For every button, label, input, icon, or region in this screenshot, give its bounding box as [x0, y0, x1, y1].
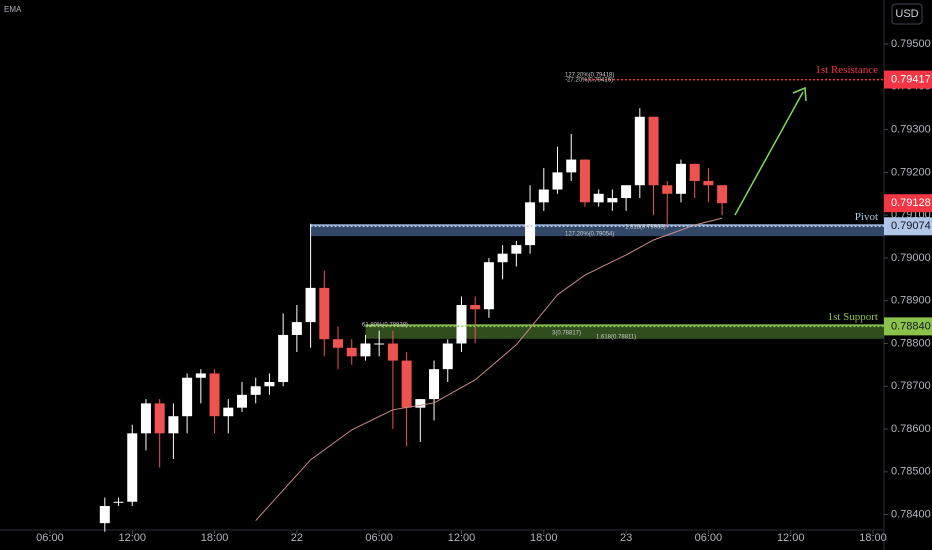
candle-body [456, 304, 467, 344]
level-price-box [884, 217, 932, 236]
y-tick-label: 0.78900 [891, 295, 931, 307]
candle-body [278, 334, 289, 382]
y-tick-label: 0.79500 [891, 38, 931, 50]
level-name: 1st Support [828, 311, 878, 323]
candle-body [127, 433, 138, 502]
ema-line [255, 217, 723, 521]
candle-body [634, 116, 645, 186]
last-price: 0.79128 [891, 197, 931, 209]
x-tick-label: 06:00 [36, 532, 64, 544]
candle-body [387, 343, 398, 361]
x-tick-label: 18:00 [530, 532, 558, 544]
fib-annotation: 127.20%(0.79054) [565, 232, 614, 238]
x-tick-label: 22 [291, 532, 303, 544]
level-price-box [884, 317, 932, 336]
zone [310, 225, 884, 237]
candle-body [333, 339, 344, 348]
y-tick-label: 0.78500 [891, 466, 931, 478]
last-price-box [884, 194, 932, 213]
candle-body [429, 369, 440, 400]
candle-body [182, 377, 193, 417]
candle-body [319, 287, 330, 340]
candle-body [168, 416, 179, 434]
candle-body [607, 198, 618, 203]
candle-body [689, 163, 700, 181]
candle-body [579, 159, 590, 203]
candle-body [99, 506, 110, 524]
candle-body [566, 159, 577, 173]
candle-body [113, 501, 124, 503]
y-tick-label: 0.79000 [891, 252, 931, 264]
candle-body [552, 172, 563, 190]
candle-body [648, 116, 659, 186]
y-tick-label: 0.79300 [891, 124, 931, 136]
x-tick-label: 12:00 [118, 532, 146, 544]
candle-body [662, 185, 673, 194]
x-tick-label: 18:00 [201, 532, 229, 544]
x-tick-label: 06:00 [365, 532, 393, 544]
fib-annotation: 1.618(0.79068) [625, 225, 666, 231]
x-tick-label: 18:00 [859, 532, 887, 544]
level-name: 1st Resistance [815, 64, 878, 76]
candle-body [360, 343, 371, 357]
currency: USD [895, 8, 918, 20]
x-tick-label: 06:00 [695, 532, 723, 544]
candle-body [305, 287, 316, 323]
x-tick-label: 12:00 [448, 532, 476, 544]
level-price-box [884, 70, 932, 89]
currency-box[interactable] [891, 3, 923, 25]
candle-body [703, 180, 714, 186]
candle-body [470, 304, 481, 310]
fib-annotation: 3(0.78817) [552, 331, 581, 337]
candle-body [223, 407, 234, 417]
x-tick-label: 12:00 [777, 532, 805, 544]
fib-annotation: 61.80%(0.78838) [362, 323, 408, 329]
candle-body [497, 253, 508, 263]
y-tick-label: 0.78400 [891, 509, 931, 521]
y-tick-label: 0.79200 [891, 166, 931, 178]
candle-body [209, 373, 220, 417]
y-tick-label: 0.78600 [891, 423, 931, 435]
candle-body [291, 322, 302, 335]
fib-annotation: 1.618(0.78811) [596, 335, 636, 341]
candle-body [717, 185, 728, 204]
candle-body [374, 343, 385, 345]
candle-body [593, 193, 604, 203]
arrow [734, 91, 804, 216]
candle-body [621, 185, 632, 199]
candle-body [675, 163, 686, 194]
level-price: 0.79074 [891, 220, 931, 232]
fib-annotation: 127.20%(0.79418) [565, 73, 614, 79]
plot: 0.78400 0.78500 0.78600 0.78700 0.78800 0.789… [36, 38, 932, 544]
level-price: 0.79417 [891, 73, 931, 85]
candle-body [264, 381, 275, 387]
candle-body [236, 394, 247, 408]
arrow-head [792, 86, 807, 102]
candle-body [442, 343, 453, 370]
level-name: Pivot [855, 211, 878, 223]
candle-body [195, 373, 206, 378]
indicator-label: EMA [4, 5, 22, 14]
candle-body [511, 245, 522, 254]
candle-body [525, 202, 536, 246]
x-tick-label: 23 [620, 532, 632, 544]
y-tick-label: 0.78800 [891, 337, 931, 349]
candle-body [415, 399, 426, 408]
fib-annotation: -27.20%(0.79416) [565, 78, 613, 84]
y-tick-label: 0.78700 [891, 380, 931, 392]
candle-body [250, 386, 261, 395]
candle-body [140, 403, 151, 434]
level-price: 0.78840 [891, 320, 931, 332]
candle-body [538, 189, 549, 203]
candle-body [483, 262, 494, 310]
zone [365, 325, 884, 339]
candle-body [346, 347, 357, 357]
candle-body [401, 360, 412, 408]
candle-body [154, 403, 165, 434]
